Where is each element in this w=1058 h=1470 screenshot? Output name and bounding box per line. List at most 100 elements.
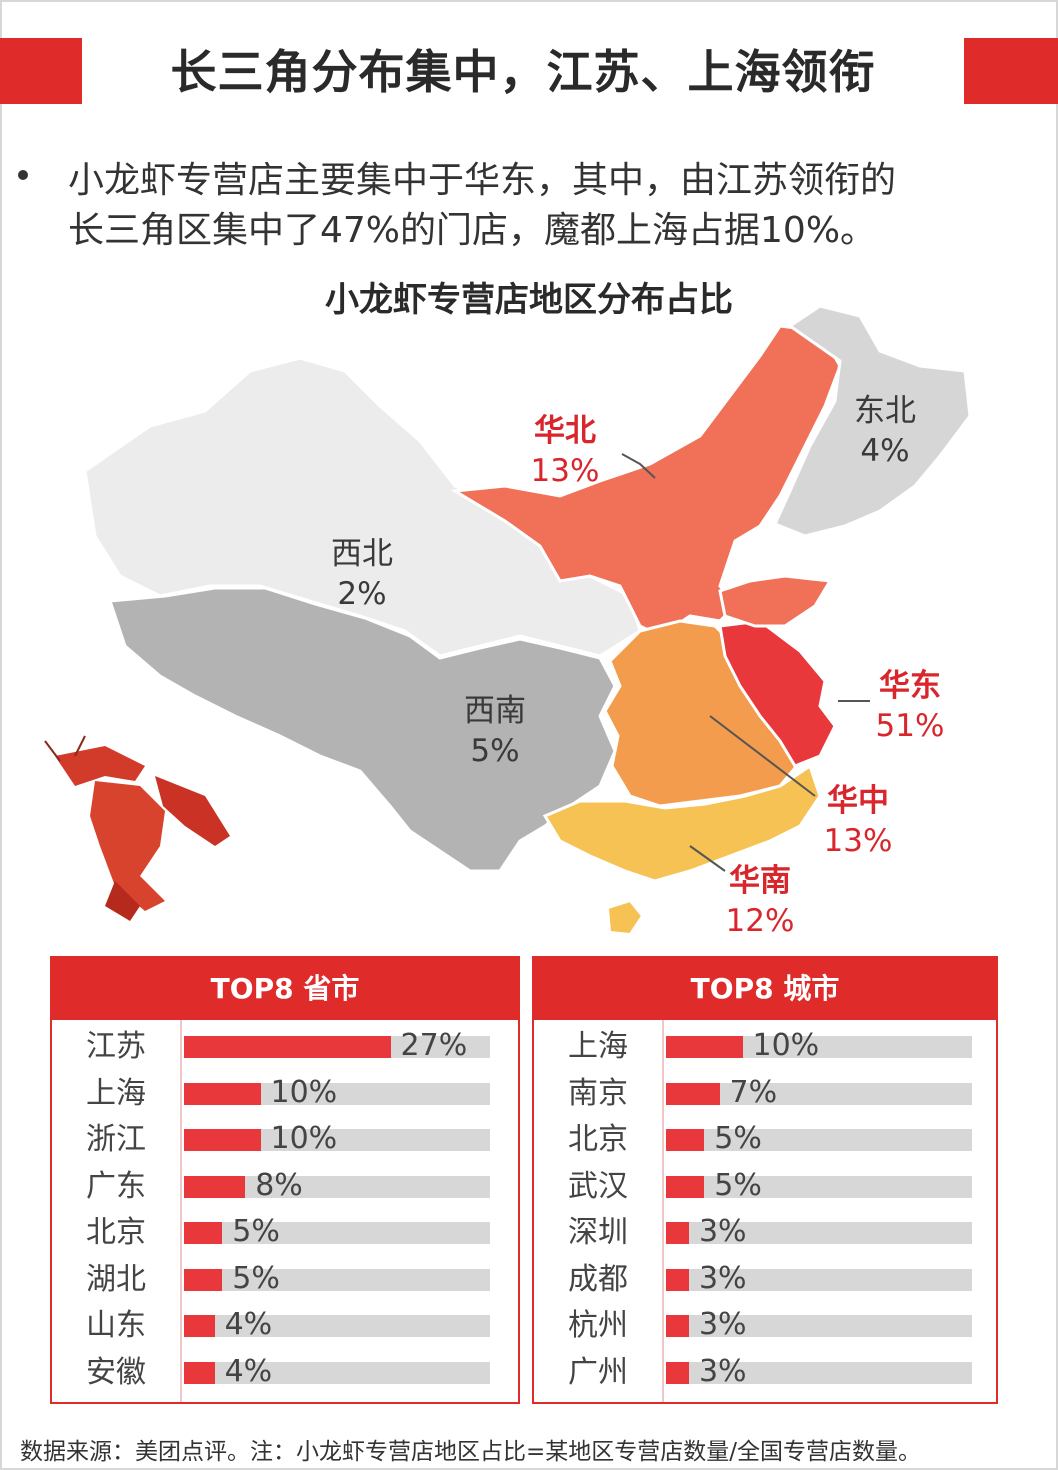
summary-text: 小龙虾专营店主要集中于华东，其中，由江苏领衔的 长三角区集中了47%的门店，魔都… — [68, 156, 1038, 256]
top8-provinces-header: TOP8 省市 — [52, 958, 518, 1020]
top8-provinces-rows: 江苏 27% 上海 10% 浙江 10% 广东 8% 北京 5% 湖北 5% 山东 4% 安徽 4% — [52, 1024, 518, 1396]
header-accent-left — [0, 38, 82, 104]
province-bar-track — [184, 1129, 490, 1151]
top8-provinces-table: TOP8 省市 江苏 27% 上海 10% 浙江 10% 广东 8% 北京 5% 湖北 5% 山东 4% 安… — [50, 956, 520, 1404]
province-row: 上海 10% — [52, 1071, 518, 1118]
province-bar — [184, 1268, 223, 1291]
city-label: 成都 — [568, 1261, 628, 1297]
province-bar — [184, 1175, 246, 1198]
top8-cities-header: TOP8 城市 — [534, 958, 996, 1020]
province-bar-track — [184, 1036, 490, 1058]
city-label: 广州 — [568, 1354, 628, 1390]
china-region-map: 华北 13% 东北 4% 西北 2% 西南 5% 华东 51% 华中 13% 华南 12% — [0, 296, 1058, 956]
province-bar-track — [184, 1315, 490, 1337]
city-bar — [666, 1082, 720, 1105]
column-divider — [662, 1020, 664, 1402]
region-shape-east — [718, 619, 837, 768]
province-bar — [184, 1361, 215, 1384]
top8-cities-table: TOP8 城市 上海 10% 南京 7% 北京 5% 武汉 5% 深圳 3% 成都 3% 杭州 3% 广州 3… — [532, 956, 998, 1404]
province-value: 4% — [224, 1353, 273, 1389]
region-name-2: 西北 — [331, 536, 393, 572]
city-label: 北京 — [568, 1122, 628, 1157]
region-name-1: 东北 — [854, 393, 916, 429]
city-bar — [666, 1361, 689, 1384]
city-row: 成都 3% — [534, 1257, 996, 1304]
map-title: 小龙虾专营店地区分布占比 — [325, 280, 733, 320]
lobster-body — [90, 781, 165, 911]
city-bar-track — [666, 1268, 972, 1291]
city-value: 5% — [714, 1121, 762, 1156]
province-label: 江苏 — [86, 1029, 146, 1064]
region-value-4: 51% — [876, 708, 945, 744]
city-bar-track — [666, 1129, 972, 1151]
province-bar-track — [184, 1082, 490, 1105]
city-row: 上海 10% — [534, 1024, 996, 1071]
city-value: 3% — [698, 1307, 747, 1342]
city-bar — [666, 1268, 689, 1291]
leader-line-central — [709, 715, 816, 797]
province-bar — [184, 1222, 223, 1244]
province-label: 北京 — [86, 1215, 146, 1250]
region-shape-north — [450, 324, 842, 638]
province-bar — [184, 1129, 261, 1151]
lobster-tail — [105, 881, 140, 921]
region-name-3: 西南 — [464, 693, 526, 729]
province-label: 广东 — [86, 1168, 146, 1204]
city-label: 南京 — [568, 1075, 628, 1111]
province-value: 10% — [270, 1074, 338, 1110]
city-bar-track — [666, 1175, 972, 1198]
city-bar-track — [666, 1082, 972, 1105]
province-value: 4% — [224, 1307, 273, 1342]
region-value-2: 2% — [337, 576, 386, 612]
header-accent-right — [964, 38, 1058, 104]
city-bar — [666, 1175, 705, 1198]
city-row: 南京 7% — [534, 1071, 996, 1118]
lobster-claw-right — [155, 776, 230, 846]
region-value-1: 4% — [860, 433, 909, 469]
city-bar — [666, 1129, 705, 1151]
province-bar-track — [184, 1268, 490, 1291]
city-value: 7% — [729, 1074, 778, 1110]
city-row: 杭州 3% — [534, 1303, 996, 1350]
province-row: 山东 4% — [52, 1303, 518, 1350]
province-label: 浙江 — [86, 1122, 146, 1157]
province-row: 北京 5% — [52, 1210, 518, 1257]
province-bar-track — [184, 1361, 490, 1384]
region-shape-east-shandong — [718, 574, 833, 628]
region-shape-southwest — [107, 586, 617, 873]
city-value: 3% — [698, 1260, 747, 1296]
region-name-6: 华南 — [729, 863, 791, 899]
province-value: 8% — [255, 1167, 303, 1203]
top8-cities-rows: 上海 10% 南京 7% 北京 5% 武汉 5% 深圳 3% 成都 3% 杭州 3% 广州 3% — [534, 1024, 996, 1396]
map-svg: 华北 13% 东北 4% 西北 2% 西南 5% 华东 51% 华中 13% 华南 12% — [44, 304, 972, 939]
city-bar-track — [666, 1315, 972, 1337]
province-row: 湖北 5% — [52, 1257, 518, 1304]
province-row: 广东 8% — [52, 1164, 518, 1211]
province-label: 山东 — [86, 1308, 146, 1343]
region-value-3: 5% — [470, 733, 519, 769]
province-row: 江苏 27% — [52, 1024, 518, 1071]
city-bar — [666, 1222, 689, 1244]
region-labels: 华北 13% 东北 4% 西北 2% 西南 5% 华东 51% 华中 13% 华南 12% — [331, 393, 944, 939]
city-value: 3% — [698, 1214, 747, 1249]
province-label: 上海 — [86, 1075, 146, 1111]
province-bar — [184, 1082, 261, 1105]
lobster-claw-top — [55, 746, 145, 786]
leader-line-south — [689, 845, 726, 872]
city-row: 深圳 3% — [534, 1210, 996, 1257]
city-label: 深圳 — [568, 1215, 628, 1250]
city-label: 武汉 — [568, 1168, 628, 1204]
city-bar-track — [666, 1036, 972, 1058]
city-row: 武汉 5% — [534, 1164, 996, 1211]
city-value: 10% — [752, 1028, 820, 1063]
source-footnote: 数据来源：美团点评。注：小龙虾专营店地区占比=某地区专营店数量/全国专营店数量。 — [20, 1439, 922, 1465]
province-value: 5% — [232, 1260, 280, 1296]
province-label: 湖北 — [86, 1261, 146, 1297]
column-divider — [180, 1020, 182, 1402]
city-value: 5% — [714, 1167, 762, 1203]
region-value-6: 12% — [726, 903, 795, 939]
top8-tables: TOP8 省市 江苏 27% 上海 10% 浙江 10% 广东 8% 北京 5% 湖北 5% 山东 4% 安… — [50, 956, 998, 1404]
province-bar — [184, 1036, 391, 1058]
bullet-icon — [18, 170, 28, 180]
province-bar-track — [184, 1222, 490, 1244]
